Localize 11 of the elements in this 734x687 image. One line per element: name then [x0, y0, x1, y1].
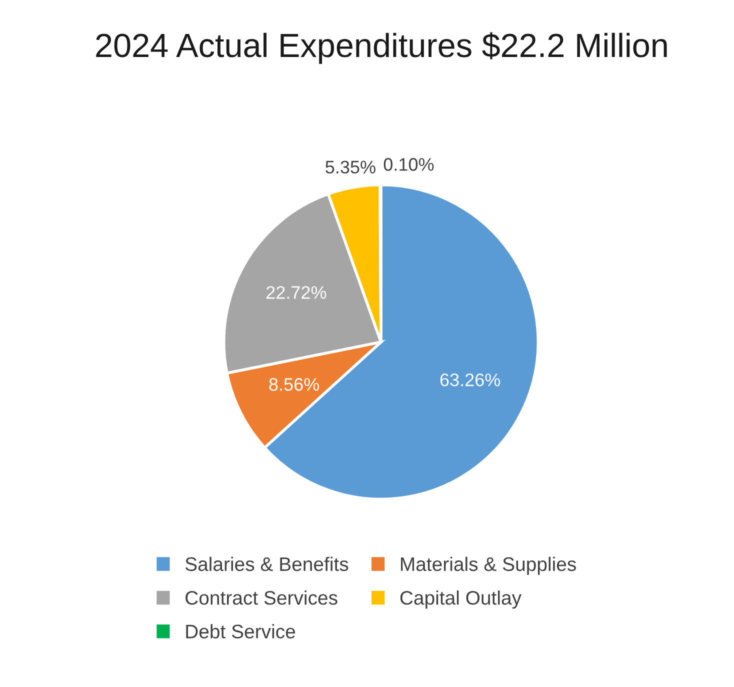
- data-label: 22.72%: [266, 286, 326, 299]
- legend-label: Capital Outlay: [400, 590, 522, 609]
- data-label: 5.35%: [326, 160, 376, 174]
- data-label: 0.10%: [384, 158, 434, 171]
- legend-label: Debt Service: [186, 624, 296, 638]
- data-label: 63.26%: [440, 374, 500, 386]
- data-label: 8.56%: [269, 378, 320, 391]
- legend-label: Materials & Supplies: [401, 556, 576, 575]
- legend-label: Contract Services: [186, 590, 338, 605]
- chart-title: 2024 Actual Expenditures $22.2 Million: [96, 32, 667, 64]
- legend-label: Salaries & Benefits: [185, 556, 348, 572]
